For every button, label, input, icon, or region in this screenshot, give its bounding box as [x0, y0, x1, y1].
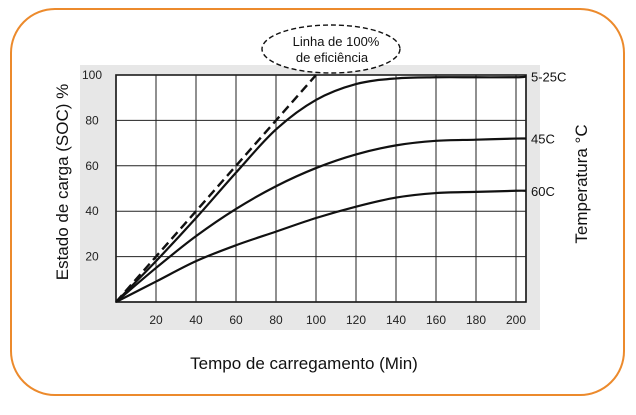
x-tick-label: 20 — [149, 313, 163, 327]
x-tick-label: 160 — [426, 313, 446, 327]
series-line-5-25c — [115, 75, 527, 303]
series-label-5-25c: 5-25C — [531, 70, 566, 85]
reference-line-100-efficiency — [115, 74, 317, 303]
x-tick-label: 140 — [386, 313, 406, 327]
series-line-60c — [115, 189, 527, 303]
series-labels: 5-25C 45C 60C — [531, 70, 566, 199]
annotation-line-2: de eficiência — [296, 50, 369, 65]
x-tick-label: 60 — [229, 313, 243, 327]
y2-axis-title: Temperatura °C — [572, 124, 591, 243]
series-label-60c: 60C — [531, 184, 555, 199]
annotation-ellipse — [261, 24, 401, 74]
x-tick-label: 120 — [346, 313, 366, 327]
plot-area — [115, 74, 527, 303]
x-tick-label: 200 — [506, 313, 526, 327]
x-tick-label: 40 — [189, 313, 203, 327]
series-label-45c: 45C — [531, 132, 555, 147]
y-tick-label: 80 — [85, 113, 99, 127]
x-tick-label: 180 — [466, 313, 486, 327]
annotation: Linha de 100% de eficiência — [261, 24, 401, 74]
series-line-45c — [115, 137, 527, 303]
y-tick-label: 60 — [85, 159, 99, 173]
x-tick-label: 80 — [269, 313, 283, 327]
x-tick-labels: 20 40 60 80 100 120 140 160 180 200 — [149, 313, 526, 327]
x-axis-title: Tempo de carregamento (Min) — [190, 354, 418, 373]
grid — [116, 74, 526, 302]
series-lines — [115, 74, 527, 303]
x-tick-label: 100 — [306, 313, 326, 327]
y-tick-label: 20 — [85, 250, 99, 264]
y-tick-label: 40 — [85, 204, 99, 218]
y-tick-label: 100 — [82, 68, 102, 82]
annotation-line-1: Linha de 100% — [293, 34, 380, 49]
y-axis-title: Estado de carga (SOC) % — [53, 84, 72, 281]
y-tick-labels: 20 40 60 80 100 — [82, 68, 102, 264]
